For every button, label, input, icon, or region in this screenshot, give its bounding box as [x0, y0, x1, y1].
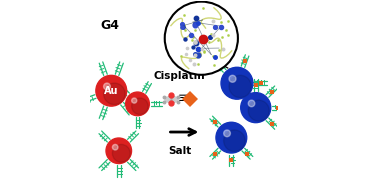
Circle shape	[112, 144, 118, 150]
Circle shape	[132, 98, 148, 115]
Circle shape	[224, 130, 245, 152]
Circle shape	[96, 75, 127, 106]
Circle shape	[248, 100, 269, 121]
Text: ≡: ≡	[177, 92, 188, 105]
Circle shape	[229, 75, 236, 82]
Text: G4: G4	[100, 19, 119, 32]
Circle shape	[106, 138, 131, 163]
Circle shape	[241, 93, 271, 123]
Circle shape	[103, 83, 125, 105]
Text: Cisplatin: Cisplatin	[154, 71, 206, 81]
Circle shape	[103, 83, 110, 90]
Circle shape	[216, 122, 247, 153]
Circle shape	[248, 100, 255, 107]
Circle shape	[132, 98, 137, 103]
Circle shape	[229, 75, 251, 98]
Circle shape	[224, 130, 230, 137]
Text: Au: Au	[104, 86, 119, 96]
Text: Salt: Salt	[168, 146, 191, 156]
Circle shape	[221, 67, 253, 99]
Circle shape	[165, 2, 238, 75]
Circle shape	[112, 144, 130, 162]
Circle shape	[126, 92, 149, 116]
